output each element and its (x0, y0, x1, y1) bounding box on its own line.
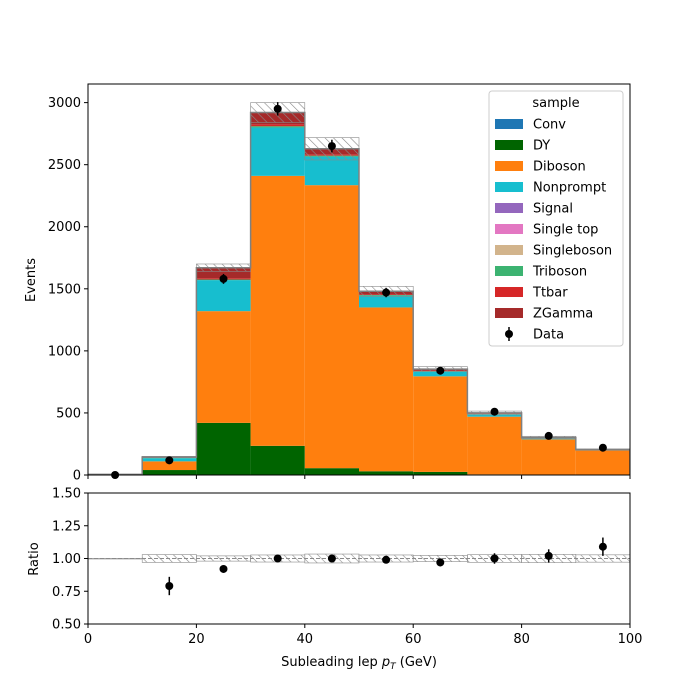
data-point (544, 431, 553, 440)
ratio-point (273, 554, 282, 563)
bar-diboson (304, 185, 359, 469)
ratio-point (382, 555, 391, 564)
main-panel: 0 500 1000 1500 2000 2500 3000 Events (24, 83, 631, 484)
ratio-point (544, 551, 553, 560)
legend-data-marker (505, 330, 513, 338)
ratio-y-label: Ratio (27, 542, 42, 575)
legend-entry: Data (533, 328, 564, 343)
bar-dy (359, 471, 414, 475)
bar-nonprompt (359, 295, 414, 308)
x-tick-label: 20 (188, 632, 205, 647)
y-tick-label: 0 (73, 469, 81, 484)
ratio-y-tick-label: 1.25 (52, 519, 81, 534)
ratio-x-ticks: 0 20 40 60 80 100 (84, 624, 643, 647)
ratio-points (165, 537, 607, 596)
bar-diboson (250, 175, 305, 446)
x-tick-label: 0 (84, 632, 92, 647)
ratio-y-ticks: 0.50 0.75 1.00 1.25 1.50 (52, 487, 88, 633)
x-tick-label: 40 (297, 632, 314, 647)
ratio-y-tick-label: 1.50 (52, 487, 81, 502)
legend-swatch (495, 161, 523, 171)
legend-swatch (495, 245, 523, 255)
bar-diboson (521, 439, 576, 475)
y-tick-label: 500 (56, 406, 81, 421)
bar-diboson (413, 376, 468, 472)
stacked-bars (88, 112, 630, 475)
legend-swatch (495, 287, 523, 297)
legend-box (488, 90, 624, 347)
bar-diboson (467, 416, 522, 475)
legend-entry: Triboson (532, 265, 587, 280)
legend-entry: Signal (533, 202, 573, 217)
data-point (436, 366, 445, 375)
bar-dy (304, 468, 359, 475)
legend-entry: Ttbar (532, 286, 568, 301)
data-point (273, 104, 282, 113)
main-axes-frame (87, 83, 631, 476)
legend-entry: Nonprompt (533, 181, 606, 196)
x-tick-label: 100 (618, 632, 643, 647)
bar-dy (413, 471, 468, 475)
x-tick-label: 60 (405, 632, 422, 647)
data-point (490, 407, 499, 416)
legend-swatch (495, 182, 523, 192)
bar-triboson (250, 126, 305, 128)
x-axis-label: Subleading lep pT (GeV) (281, 655, 437, 672)
ratio-y-tick-label: 0.75 (52, 585, 81, 600)
main-y-label: Events (24, 258, 39, 302)
data-point (165, 456, 174, 465)
legend-entry: Diboson (533, 160, 586, 175)
ratio-y-tick-label: 0.50 (52, 618, 81, 633)
legend-swatch (495, 308, 523, 318)
bar-nonprompt (250, 127, 305, 176)
bar-diboson (196, 311, 251, 423)
main-x-ticks (87, 475, 631, 479)
data-point (327, 142, 336, 151)
legend-swatch (495, 140, 523, 150)
x-tick-label: 80 (513, 632, 530, 647)
legend-entry: ZGamma (533, 307, 593, 322)
y-tick-label: 3000 (48, 96, 81, 111)
y-tick-label: 2500 (48, 158, 81, 173)
data-point (382, 288, 391, 297)
main-y-ticks: 0 500 1000 1500 2000 2500 3000 (48, 96, 88, 484)
legend-entry: DY (533, 139, 550, 154)
bar-diboson (142, 461, 197, 471)
bar-nonprompt (304, 156, 359, 186)
ratio-point (219, 564, 228, 573)
legend-entry: Singleboson (533, 244, 612, 259)
y-tick-label: 1500 (48, 282, 81, 297)
ratio-panel: 0.500.751.001.251.50 0 20 40 60 80 100 Ratio … (27, 487, 642, 673)
legend-swatch (495, 203, 523, 213)
ratio-y-tick-label: 1.00 (52, 552, 81, 567)
bar-ttbar (250, 124, 305, 127)
ratio-point (436, 558, 445, 567)
legend-swatch (495, 266, 523, 276)
ratio-point (490, 554, 499, 563)
bar-dy (196, 422, 251, 475)
ratio-point (598, 542, 607, 551)
bar-diboson (575, 450, 630, 475)
data-point (219, 274, 228, 283)
data-points (111, 102, 607, 479)
bar-zgamma (196, 267, 251, 279)
legend-title: sample (532, 96, 579, 111)
legend-entry: Single top (533, 223, 598, 238)
y-tick-label: 2000 (48, 220, 81, 235)
legend-swatch (495, 224, 523, 234)
bar-dy (250, 445, 305, 475)
bar-diboson (359, 307, 414, 472)
ratio-point (165, 582, 174, 591)
ratio-point (327, 554, 336, 563)
bar-dy (142, 470, 197, 475)
data-point (598, 443, 607, 452)
legend-entry: Conv (533, 118, 566, 133)
y-tick-label: 1000 (48, 344, 81, 359)
bar-nonprompt (196, 280, 251, 312)
legend-swatch (495, 119, 523, 129)
legend: sample Conv DY Diboson Nonprompt Signal Single… (488, 90, 624, 347)
